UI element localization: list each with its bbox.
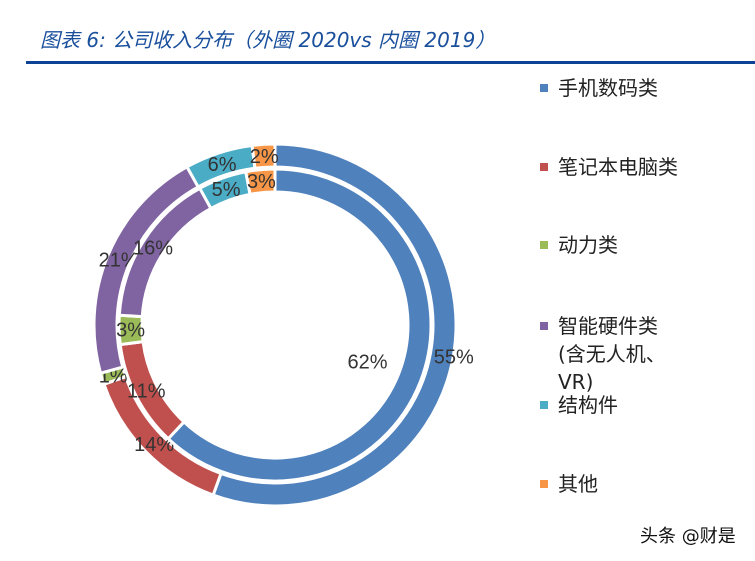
- legend-marker: [540, 241, 548, 249]
- data-label-2020-5: 2%: [250, 146, 279, 168]
- data-label-2019-4: 5%: [212, 179, 241, 201]
- data-label-2020-4: 6%: [208, 154, 237, 176]
- data-label-2020-0: 55%: [434, 347, 474, 369]
- slice-2019-0: [166, 167, 433, 483]
- slice-2020-5: [250, 142, 277, 170]
- data-label-2019-5: 3%: [247, 171, 276, 193]
- data-label-2020-1: 14%: [134, 434, 174, 456]
- data-label-2019-2: 3%: [116, 320, 145, 342]
- chart-title: 图表 6: 公司收入分布（外圈 2020vs 内圈 2019）: [40, 28, 496, 52]
- legend-marker: [540, 84, 548, 92]
- legend-marker: [540, 480, 548, 488]
- legend-label: 动力类: [558, 233, 618, 257]
- legend-label: 手机数码类: [558, 76, 658, 100]
- data-label-2019-3: 16%: [133, 238, 173, 260]
- legend-label: 智能硬件类 (含无人机、 VR): [558, 314, 666, 394]
- legend-label: 其他: [558, 472, 598, 496]
- legend-marker: [540, 322, 548, 330]
- legend-marker: [540, 401, 548, 409]
- legend-marker: [540, 163, 548, 171]
- watermark: 头条 @财是: [640, 526, 736, 547]
- legend-label: 笔记本电脑类: [558, 155, 678, 179]
- legend-label: 结构件: [558, 393, 618, 417]
- data-label-2019-0: 62%: [347, 352, 387, 374]
- data-label-2020-3: 21%: [99, 250, 139, 272]
- slice-2019-5: [244, 167, 277, 197]
- title-divider: [26, 61, 755, 64]
- data-label-2019-1: 11%: [127, 381, 166, 403]
